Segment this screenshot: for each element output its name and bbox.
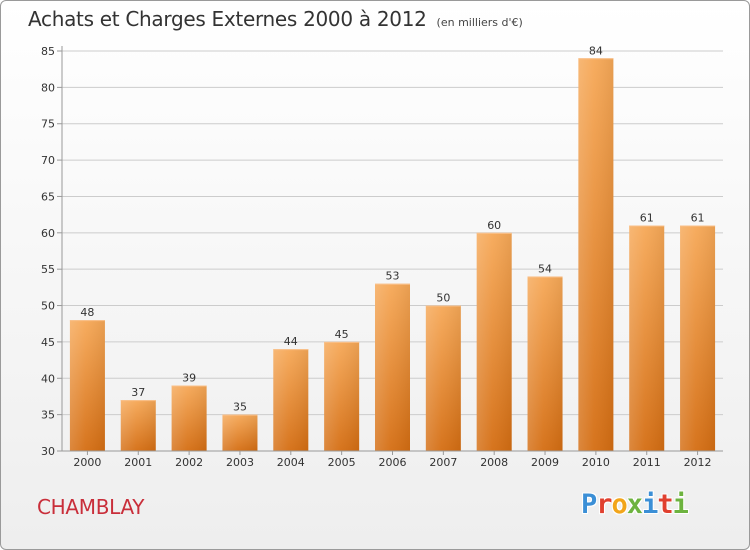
bars: 48 37 39 35 44 45 53 50 60 54 84 61 61 [69,44,716,451]
data-label: 60 [487,219,501,232]
x-tick-label: 2002 [175,456,203,469]
x-tick-label: 2007 [429,456,457,469]
data-label: 39 [182,372,196,385]
logo-letter: i [672,489,689,520]
bar-shine [273,349,309,451]
y-tick-label: 55 [41,263,55,276]
bar-shine [120,400,156,451]
data-label: 53 [386,270,400,283]
x-tick-label: 2009 [531,456,559,469]
logo-letter: P [581,489,597,520]
bar-shine [476,232,512,451]
x-tick-label: 2000 [73,456,101,469]
x-tick-label: 2001 [124,456,152,469]
x-tick-label: 2006 [379,456,407,469]
bar-shine [629,225,665,451]
logo-letter: t [657,489,673,520]
data-label: 48 [80,306,94,319]
y-tick-label: 45 [41,336,55,349]
bar-shine [527,276,563,451]
y-tick-label: 50 [41,300,55,313]
data-label: 50 [436,292,450,305]
y-tick-label: 75 [41,118,55,131]
y-tick-label: 80 [41,81,55,94]
x-tick-label: 2004 [277,456,305,469]
chart-title: Achats et Charges Externes 2000 à 2012 [28,7,427,31]
data-label: 84 [589,44,603,57]
y-tick-label: 30 [41,445,55,458]
y-tick-label: 60 [41,227,55,240]
bar-shine [171,385,207,451]
data-label: 35 [233,401,247,414]
x-tick-label: 2010 [582,456,610,469]
title-block: Achats et Charges Externes 2000 à 2012 (e… [28,7,523,31]
bar-shine [375,283,410,451]
bar-shine [680,225,716,451]
proxiti-logo[interactable]: Proxiti [581,489,689,520]
bar-shine [324,341,360,451]
logo-letter: r [596,489,612,520]
chart-subtitle: (en milliers d'€) [436,16,523,29]
logo-letter: x [626,489,643,520]
y-tick-label: 40 [41,372,55,385]
data-label: 44 [284,335,298,348]
data-label: 54 [538,262,552,275]
x-tick-label: 2011 [633,456,661,469]
data-label: 45 [335,328,349,341]
data-label: 61 [691,212,705,225]
bar-shine [69,320,105,451]
y-tick-label: 35 [41,409,55,422]
logo-letter: i [642,489,658,520]
data-label: 61 [640,212,654,225]
commune-name: CHAMBLAY [37,495,145,519]
y-tick-label: 65 [41,190,55,203]
bar-shine [578,58,614,451]
bar-shine [222,414,258,451]
x-tick-label: 2008 [480,456,508,469]
x-tick-label: 2012 [684,456,712,469]
data-label: 37 [131,386,145,399]
y-tick-label: 85 [41,45,55,58]
logo-letter: o [611,489,628,520]
axes: 30 35 40 45 50 55 60 65 70 75 80 85 2000 2001 2002 2003… [41,45,723,469]
x-tick-label: 2005 [328,456,356,469]
x-tick-label: 2003 [226,456,254,469]
y-tick-label: 70 [41,154,55,167]
bar-shine [425,305,461,451]
